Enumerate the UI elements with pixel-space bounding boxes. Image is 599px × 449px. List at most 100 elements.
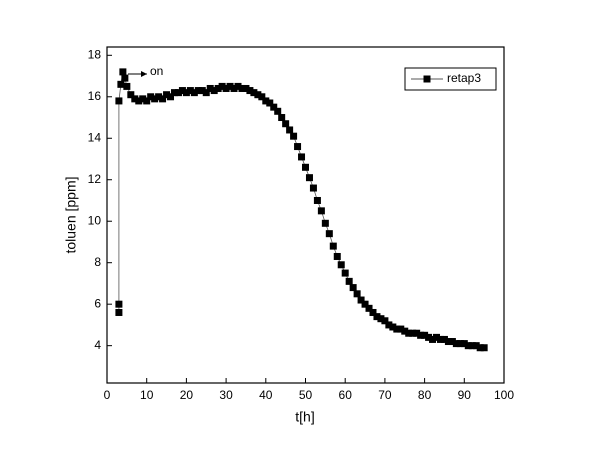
x-tick-label: 60 (339, 388, 353, 402)
marker (397, 325, 405, 333)
marker (381, 317, 389, 325)
marker (117, 80, 125, 88)
marker (139, 95, 147, 103)
marker (456, 340, 464, 348)
marker (337, 261, 345, 269)
marker (294, 143, 302, 151)
marker (159, 95, 167, 103)
marker (230, 84, 238, 92)
marker (389, 323, 397, 331)
marker (210, 87, 218, 95)
marker (242, 84, 250, 92)
marker (250, 89, 258, 97)
marker (147, 93, 155, 101)
marker (425, 333, 433, 341)
marker (206, 84, 214, 92)
marker (178, 87, 186, 95)
legend-label: retap3 (447, 71, 481, 85)
marker (361, 300, 369, 308)
annotation-arrowhead (141, 71, 147, 77)
legend-marker (423, 75, 431, 83)
marker (115, 300, 123, 308)
y-axis-title: toluen [ppm] (63, 176, 79, 253)
x-tick-label: 100 (494, 388, 514, 402)
marker (198, 87, 206, 95)
marker (290, 132, 298, 140)
marker (421, 331, 429, 339)
x-tick-label: 90 (458, 388, 472, 402)
x-tick-label: 70 (378, 388, 392, 402)
marker (286, 126, 294, 134)
marker (302, 163, 309, 171)
marker (115, 97, 123, 105)
marker (325, 230, 333, 238)
marker (274, 107, 282, 115)
marker (278, 114, 286, 122)
marker (385, 321, 393, 329)
y-tick-label: 6 (94, 296, 101, 310)
marker (222, 84, 230, 92)
marker (143, 97, 151, 105)
marker (298, 153, 306, 161)
series-line (118, 71, 485, 349)
marker (190, 89, 198, 97)
marker (151, 95, 159, 103)
marker (262, 97, 270, 105)
marker (202, 89, 210, 97)
x-tick-label: 30 (219, 388, 233, 402)
marker (436, 335, 444, 343)
marker (373, 313, 381, 321)
marker (417, 331, 425, 339)
marker (218, 82, 226, 90)
marker (333, 252, 341, 260)
marker (468, 342, 476, 350)
marker (409, 329, 417, 337)
marker (119, 68, 127, 76)
marker (413, 329, 421, 337)
marker (329, 242, 337, 250)
x-tick-label: 20 (180, 388, 194, 402)
x-tick-label: 80 (418, 388, 432, 402)
y-tick-label: 16 (88, 89, 102, 103)
marker (472, 342, 480, 350)
x-tick-label: 0 (104, 388, 111, 402)
marker (401, 327, 409, 335)
marker (452, 340, 460, 348)
marker (440, 335, 448, 343)
annotation: on (150, 64, 163, 78)
marker (131, 95, 139, 103)
y-tick-label: 10 (88, 213, 102, 227)
marker (186, 87, 194, 95)
marker (345, 277, 353, 285)
marker (476, 344, 484, 352)
marker (121, 74, 129, 82)
marker (305, 174, 313, 182)
legend-box (404, 67, 497, 91)
y-tick-label: 18 (88, 47, 102, 61)
marker (460, 340, 468, 348)
marker (246, 87, 254, 95)
marker (115, 308, 123, 316)
marker (349, 284, 357, 292)
marker (317, 207, 325, 215)
x-tick-label: 40 (259, 388, 273, 402)
marker (174, 89, 182, 97)
marker (234, 82, 242, 90)
marker (163, 91, 171, 99)
marker (448, 338, 456, 346)
marker (429, 335, 437, 343)
marker (353, 290, 361, 298)
marker (135, 97, 143, 105)
marker (238, 84, 246, 92)
x-tick-label: 10 (140, 388, 154, 402)
y-tick-label: 14 (88, 130, 102, 144)
marker (377, 315, 385, 323)
x-tick-label: 50 (299, 388, 313, 402)
marker (266, 99, 274, 107)
marker (167, 93, 175, 101)
marker (405, 329, 413, 337)
marker (270, 103, 278, 111)
x-axis-title: t[h] (295, 409, 314, 425)
